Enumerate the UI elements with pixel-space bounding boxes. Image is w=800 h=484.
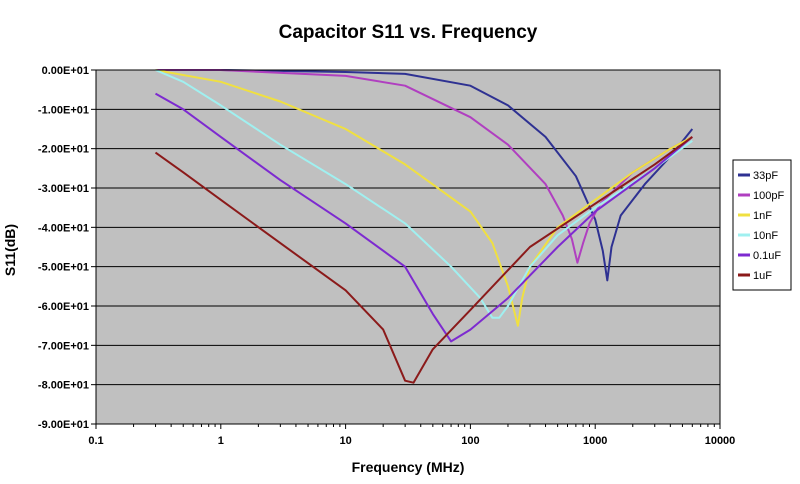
y-axis-title: S11(dB)	[2, 224, 18, 276]
chart-title: Capacitor S11 vs. Frequency	[279, 22, 538, 43]
series-line-1nF	[155, 69, 693, 327]
series-lines	[154, 69, 694, 384]
series-line-33pF	[155, 69, 694, 282]
x-axis-title: Frequency (MHz)	[352, 459, 465, 475]
series-line-0.1uF	[155, 92, 693, 343]
legend-label: 1nF	[753, 210, 772, 222]
legend: 33pF 100pF 1nF 10nF 0.1uF 1uF	[732, 159, 792, 291]
y-tick-label: -8.00E+01	[38, 380, 89, 392]
legend-label: 33pF	[753, 170, 778, 182]
y-tick-label: -3.00E+01	[38, 183, 89, 195]
y-tick-label: -2.00E+01	[38, 144, 89, 156]
y-tick-label: -4.00E+01	[38, 222, 89, 234]
legend-box	[732, 159, 792, 291]
x-tick-label: 10000	[705, 435, 736, 447]
y-tick-label: -1.00E+01	[38, 104, 89, 116]
legend-label: 100pF	[753, 190, 784, 202]
plot-background	[96, 70, 720, 424]
plot-area	[96, 70, 720, 424]
legend-label: 1uF	[753, 270, 772, 282]
axes: 0.00E+01 -1.00E+01 -2.00E+01 -3.00E+01 -4.00…	[38, 65, 735, 447]
plot-border	[95, 69, 721, 425]
y-tick-label: 0.00E+01	[42, 65, 89, 77]
x-tick-label: 10	[339, 435, 351, 447]
x-tick-label: 0.1	[88, 435, 103, 447]
x-tick-label: 1	[218, 435, 224, 447]
series-line-1uF	[154, 136, 693, 384]
y-tick-label: -6.00E+01	[38, 301, 89, 313]
y-tick-label: -9.00E+01	[38, 419, 89, 431]
series-line-10nF	[155, 69, 693, 319]
x-tick-label: 100	[461, 435, 479, 447]
legend-label: 0.1uF	[753, 250, 781, 262]
y-tick-label: -7.00E+01	[38, 340, 89, 352]
x-tick-label: 1000	[583, 435, 607, 447]
legend-label: 10nF	[753, 230, 778, 242]
y-tick-label: -5.00E+01	[38, 262, 89, 274]
